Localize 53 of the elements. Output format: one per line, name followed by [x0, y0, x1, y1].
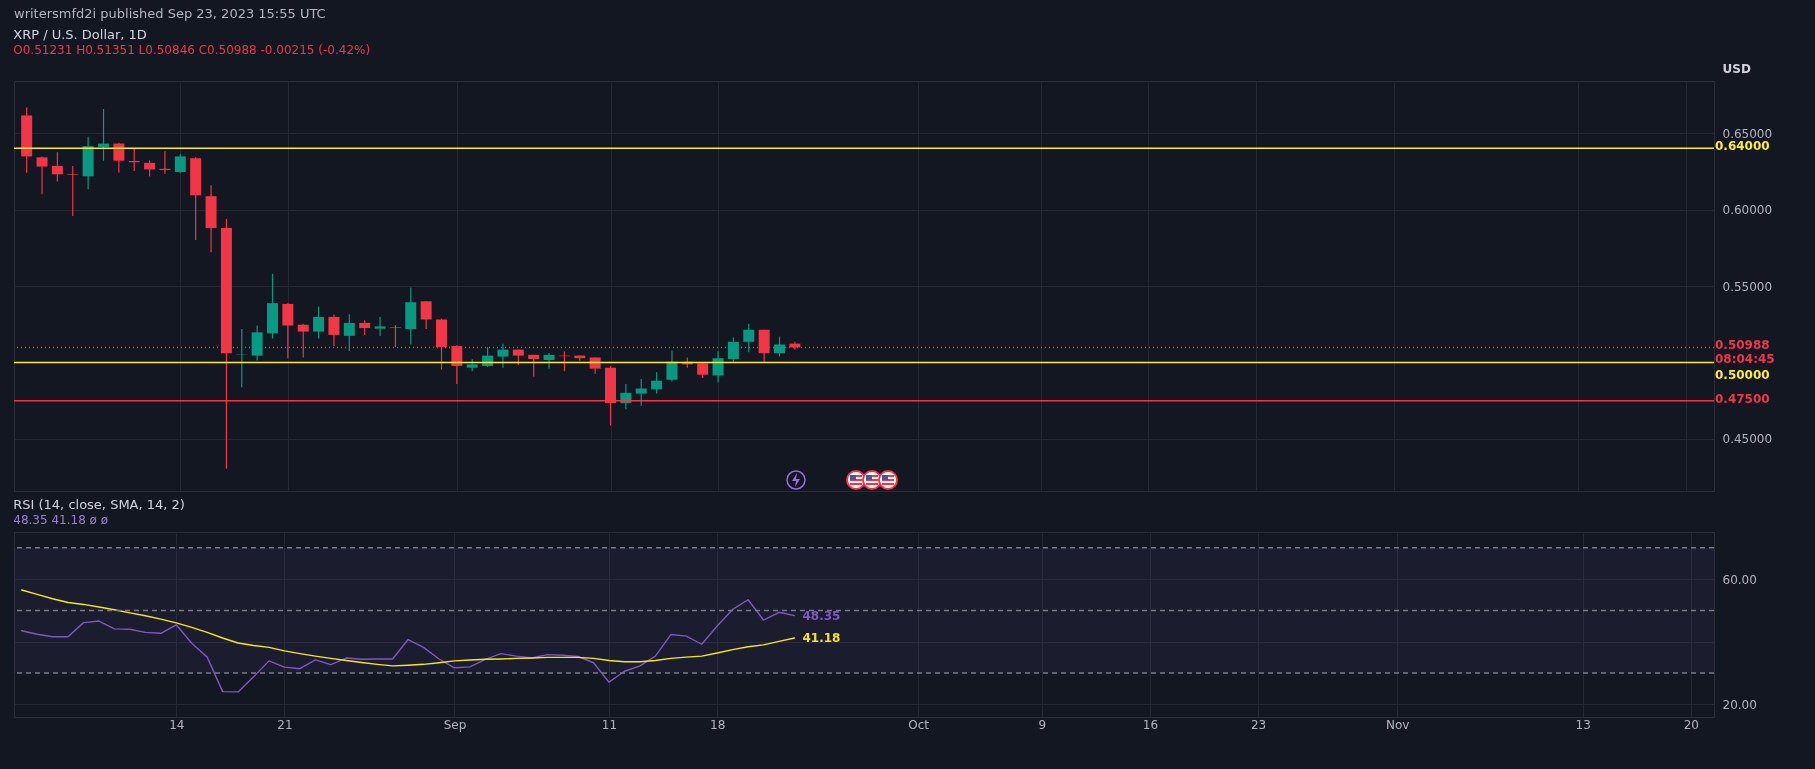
y-axis-title: USD	[1722, 61, 1751, 76]
candlestick	[727, 336, 739, 363]
candlestick	[343, 313, 355, 352]
chart-subtitle: O0.51231 H0.51351 L0.50846 C0.50988 -0.00215 (-0.42%)	[13, 43, 371, 57]
data-label: 48.35	[802, 608, 841, 623]
candlestick	[635, 378, 647, 407]
y-tick-label: 0.55000	[1722, 279, 1773, 294]
candlestick	[666, 349, 678, 383]
chart-title: RSI (14, close, SMA, 14, 2)	[13, 497, 185, 512]
ref-line-label: 0.64000	[1715, 139, 1770, 154]
x-tick-label: 23	[1250, 717, 1267, 732]
candlestick	[251, 324, 263, 362]
candlestick	[113, 142, 125, 174]
ref-line-label: 0.50988 08:04:45	[1715, 338, 1775, 367]
x-tick-label: 18	[710, 717, 726, 732]
candlestick	[774, 336, 785, 358]
x-tick-label: Oct	[908, 717, 930, 732]
candlestick	[420, 300, 432, 330]
candlestick	[651, 371, 663, 395]
chart-title: XRP / U.S. Dollar, 1D	[13, 27, 147, 42]
candlestick	[236, 328, 248, 388]
candlestick	[313, 305, 325, 340]
text: writersmfd2i published Sep 23, 2023 15:55 UTC	[13, 5, 327, 23]
ref-line-label: 0.47500	[1715, 391, 1770, 406]
x-tick-label: 16	[1142, 717, 1159, 732]
ref-line-label: 0.50000	[1715, 368, 1770, 383]
candlestick	[36, 155, 48, 195]
x-tick-label: 14	[169, 717, 185, 732]
x-tick-label: 20	[1683, 717, 1699, 732]
data-label: 41.18	[802, 631, 841, 646]
candlestick	[67, 165, 79, 217]
candlestick	[743, 323, 755, 353]
candlestick	[712, 350, 724, 383]
y-tick-label: 0.45000	[1722, 432, 1773, 447]
candlestick	[497, 343, 509, 369]
y-tick-label: 60.00	[1722, 572, 1757, 587]
x-tick-label: 9	[1038, 717, 1047, 732]
candlestick	[374, 316, 386, 337]
y-tick-label: 0.60000	[1722, 203, 1773, 218]
line-series	[21, 599, 796, 693]
x-tick-label: 21	[277, 717, 293, 732]
y-tick-label: 20.00	[1722, 697, 1757, 712]
y-tick-label: 0.65000	[1722, 126, 1773, 141]
candlestick	[51, 151, 63, 183]
candlestick	[543, 352, 555, 370]
x-tick-label: Sep	[443, 717, 467, 732]
chart-subtitle: 48.35 41.18 ø ø	[13, 513, 109, 527]
candlestick	[174, 153, 186, 174]
candlestick	[389, 324, 401, 348]
x-tick-label: Nov	[1385, 717, 1410, 732]
line-series	[21, 589, 796, 667]
x-tick-label: 13	[1575, 717, 1591, 732]
x-tick-label: 11	[601, 717, 618, 732]
